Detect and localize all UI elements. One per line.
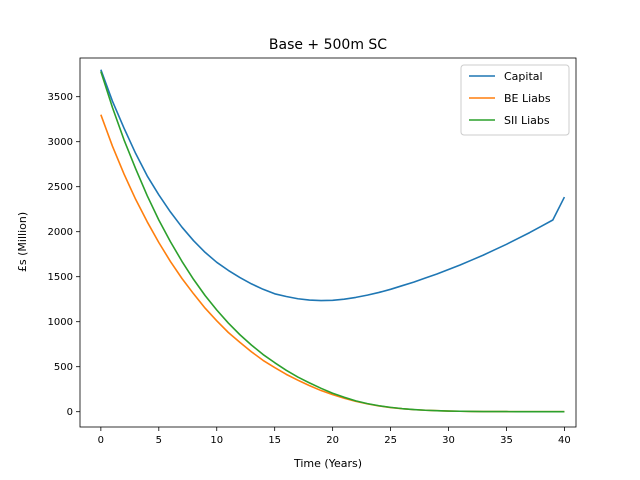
y-tick-label: 3500 — [48, 92, 73, 103]
legend-label: SII Liabs — [504, 114, 550, 127]
chart-title: Base + 500m SC — [269, 37, 387, 53]
x-tick-label: 0 — [98, 435, 104, 446]
plot-area: 0 5 10 15 20 25 30 35 40 0 500 1000 1500 2000 2500 3000… — [48, 57, 577, 446]
legend: Capital BE Liabs SII Liabs — [460, 64, 570, 136]
x-tick-label: 20 — [326, 435, 339, 446]
x-tick-label: 15 — [268, 435, 281, 446]
y-tick-label: 2500 — [48, 182, 73, 193]
y-tick-label: 500 — [54, 362, 73, 373]
axes-frame — [79, 57, 577, 428]
legend-label: Capital — [504, 70, 543, 83]
y-tick-label: 1000 — [48, 317, 73, 328]
x-tick-label: 5 — [156, 435, 162, 446]
y-tick-label: 0 — [67, 407, 73, 418]
x-tick-label: 30 — [442, 435, 455, 446]
y-axis-title: £s (Million) — [16, 212, 29, 272]
legend-box — [460, 64, 570, 136]
x-tick-label: 40 — [558, 435, 571, 446]
y-tick-label: 1500 — [48, 272, 73, 283]
y-tick-label: 2000 — [48, 227, 73, 238]
legend-label: BE Liabs — [504, 92, 551, 105]
x-tick-label: 10 — [210, 435, 223, 446]
y-tick-label: 3000 — [48, 137, 73, 148]
series-line-sii-liabs — [100, 71, 565, 413]
x-tick-label: 35 — [500, 435, 513, 446]
x-axis-title: Time (Years) — [293, 457, 362, 470]
series-line-capital — [100, 69, 566, 302]
x-tick-label: 25 — [384, 435, 397, 446]
